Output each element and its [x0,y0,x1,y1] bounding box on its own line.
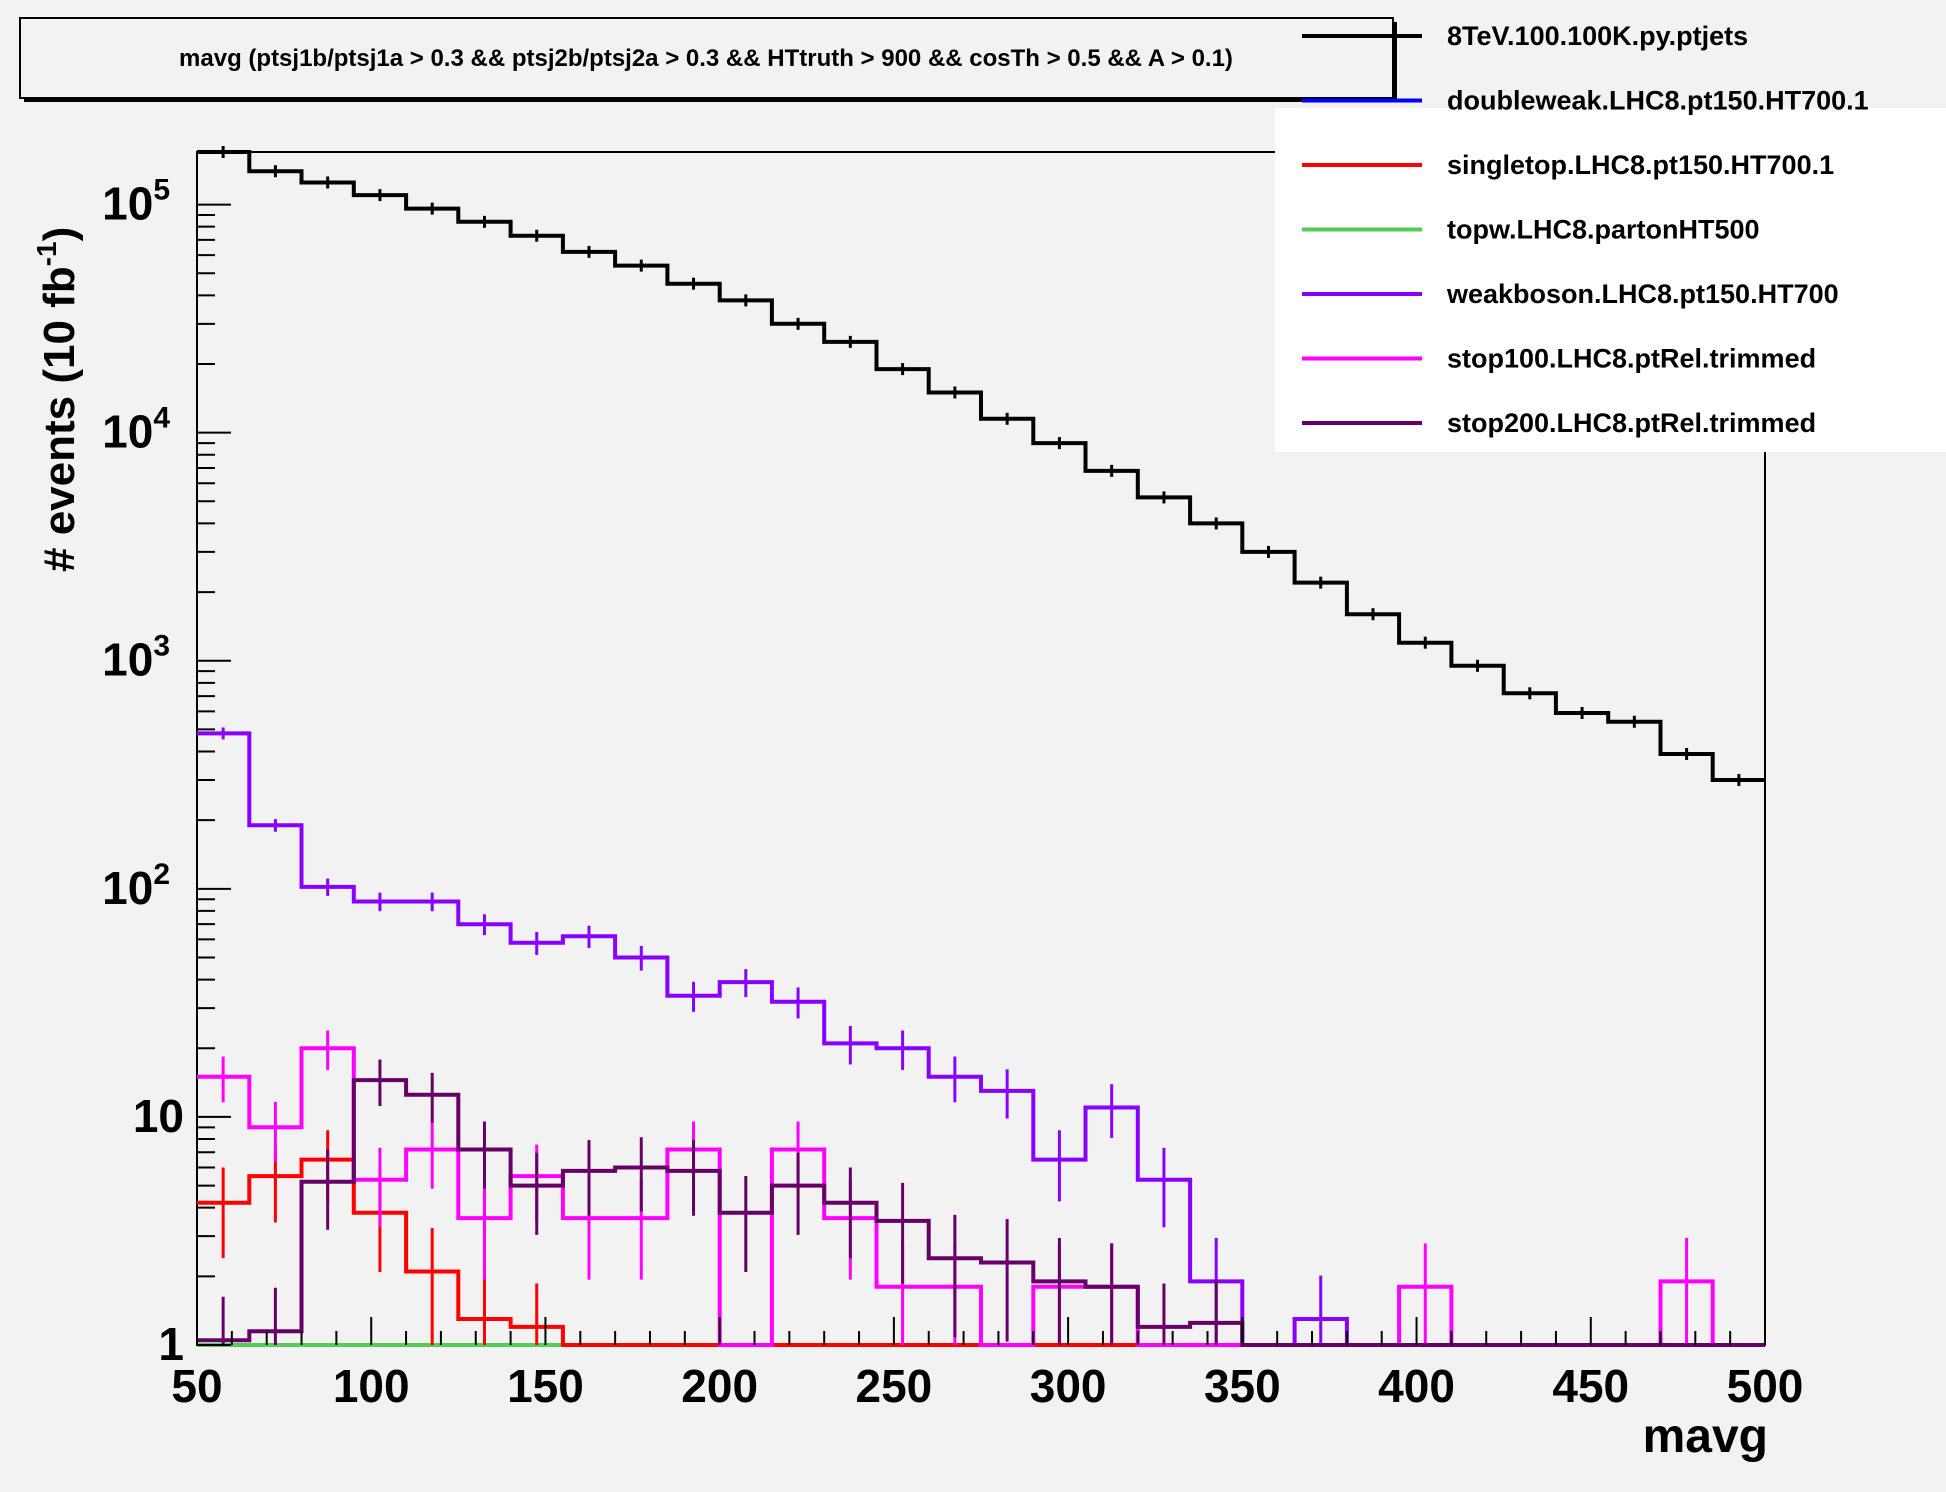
legend-label-5: stop100.LHC8.ptRel.trimmed [1447,344,1816,374]
series-line-6 [197,1078,1765,1347]
y-tick-base: 10 [102,862,153,914]
x-tick-label: 300 [1030,1360,1107,1412]
y-tick-label: 1 [158,1318,184,1370]
x-tick-label: 350 [1204,1360,1281,1412]
y-tick-base: 10 [102,634,153,686]
x-tick-label: 200 [681,1360,758,1412]
legend-label-6: stop200.LHC8.ptRel.trimmed [1447,408,1816,438]
series-line-0 [197,150,1765,782]
series-0 [197,146,1765,786]
legend-label-4: weakboson.LHC8.pt150.HT700 [1446,279,1839,309]
x-tick-label: 250 [856,1360,933,1412]
x-tick-label: 50 [171,1360,222,1412]
x-tick-label: 500 [1727,1360,1804,1412]
y-tick-exponent: 4 [153,402,170,435]
legend-label-2: singletop.LHC8.pt150.HT700.1 [1447,150,1834,180]
title-box-frame [19,17,1394,99]
legend: 8TeV.100.100K.py.ptjets doubleweak.LHC8.p… [1275,21,1946,452]
y-tick-label: 103 [102,630,170,686]
y-tick-exponent: 5 [153,174,170,207]
title-box-shadow-bottom [24,98,1397,102]
y-tick-exponent: 3 [153,630,170,663]
title-box-shadow-right [1393,22,1397,102]
y-axis-label: # events (10 fb-1) [31,227,84,572]
y-tick-label: 104 [102,402,170,458]
x-tick-label: 400 [1378,1360,1455,1412]
x-axis-label: mavg [1643,1410,1768,1463]
y-tick-label: 102 [102,858,170,914]
legend-label-1: doubleweak.LHC8.pt150.HT700.1 [1447,86,1869,116]
y-tick-base: 10 [102,178,153,230]
y-tick-base: 1 [158,1318,184,1370]
axis-layer: 50 100 150 200 250 300 350 400 450 50011010210310… [102,174,1803,1412]
y-tick-base: 10 [133,1090,184,1142]
title-box: mavg (ptsj1b/ptsj1a > 0.3 && ptsj2b/ptsj… [19,17,1397,102]
y-tick-base: 10 [102,406,153,458]
legend-label-3: topw.LHC8.partonHT500 [1447,215,1760,245]
chart-title: mavg (ptsj1b/ptsj1a > 0.3 && ptsj2b/ptsj… [179,45,1233,72]
x-tick-label: 450 [1552,1360,1629,1412]
x-tick-label: 100 [333,1360,410,1412]
y-tick-label: 105 [102,174,170,230]
y-tick-label: 10 [133,1090,184,1142]
y-tick-exponent: 2 [153,858,170,891]
legend-label-0: 8TeV.100.100K.py.ptjets [1447,21,1748,51]
series-6 [197,1059,1765,1347]
x-tick-label: 150 [507,1360,584,1412]
